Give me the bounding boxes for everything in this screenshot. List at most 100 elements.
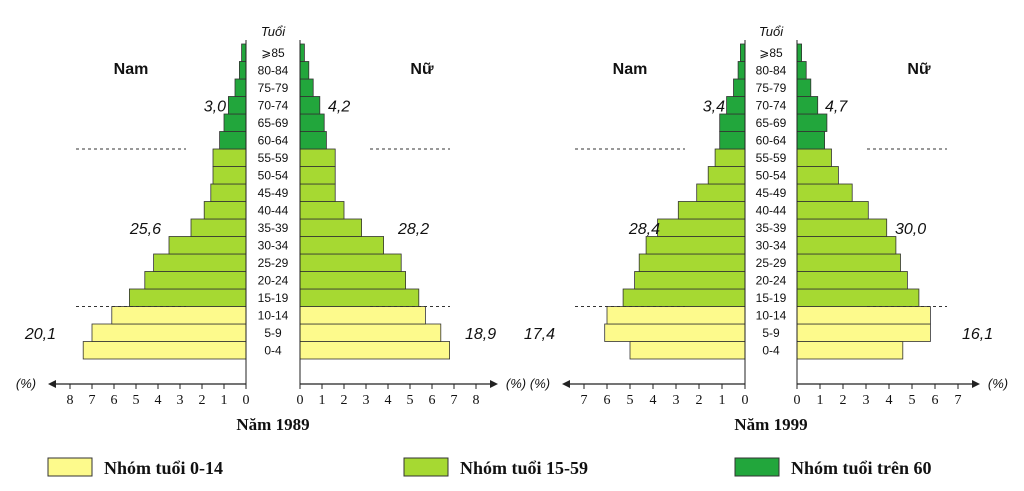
bar-male-25-29 — [153, 253, 247, 272]
bar-male-15-19 — [128, 288, 247, 307]
unit-label-right: (%) — [988, 376, 1008, 391]
bar-female-75-79 — [796, 78, 812, 97]
age-label-⩾85: ⩾85 — [261, 46, 285, 60]
age-label-⩾85: ⩾85 — [759, 46, 783, 60]
bar-male-35-39 — [657, 218, 746, 237]
tick-label-female-0: 0 — [794, 393, 801, 408]
bar-female-10-14 — [299, 306, 426, 325]
annotation-male-15-59: 25,6 — [129, 221, 161, 238]
bar-female-5-9 — [796, 323, 931, 342]
bar-male-80-84 — [238, 61, 247, 80]
legend: Nhóm tuổi 0-14 Nhóm tuổi 15-59 Nhóm tuổi t… — [47, 457, 932, 478]
tick-label-male-7: 7 — [89, 393, 96, 408]
tick-label-male-1: 1 — [719, 393, 726, 408]
bar-female-70-74 — [299, 96, 321, 115]
bar-female-10-14 — [796, 306, 931, 325]
pyramid-1999: 0-4 5-9 10-14 15-19 20-24 25-29 30-34 35-39 40-4… — [524, 24, 1008, 434]
tick-label-female-2: 2 — [341, 393, 348, 408]
tick-label-male-3: 3 — [673, 393, 680, 408]
bar-male-0-4 — [82, 341, 247, 360]
bar-male-25-29 — [638, 253, 746, 272]
annotation-female-60: 4,2 — [328, 99, 350, 116]
bar-male-5-9 — [604, 323, 746, 342]
bar-female-75-79 — [299, 78, 314, 97]
age-label-55-59: 55-59 — [756, 151, 787, 165]
age-label-20-24: 20-24 — [756, 274, 787, 288]
unit-label-left: (%) — [530, 376, 550, 391]
tick-label-female-1: 1 — [817, 393, 824, 408]
annotation-male-0-14: 17,4 — [524, 326, 555, 343]
tick-label-female-6: 6 — [932, 393, 939, 408]
tick-label-male-7: 7 — [581, 393, 588, 408]
tick-label-female-4: 4 — [886, 393, 893, 408]
bar-male-20-24 — [634, 271, 746, 290]
bar-male-50-54 — [707, 166, 746, 185]
bar-female-35-39 — [299, 218, 362, 237]
bar-male-40-44 — [677, 201, 746, 220]
tick-label-female-6: 6 — [429, 393, 436, 408]
age-label-75-79: 75-79 — [258, 81, 289, 95]
bar-female-30-34 — [796, 236, 897, 255]
age-label-60-64: 60-64 — [258, 134, 289, 148]
bar-female-80-84 — [796, 61, 807, 80]
age-label-60-64: 60-64 — [756, 134, 787, 148]
bar-male-45-49 — [210, 183, 247, 202]
tick-label-male-6: 6 — [604, 393, 611, 408]
tick-label-female-2: 2 — [840, 393, 847, 408]
tick-label-male-5: 5 — [133, 393, 140, 408]
bar-female-20-24 — [299, 271, 406, 290]
tick-label-male-0: 0 — [742, 393, 749, 408]
bar-male-75-79 — [234, 78, 247, 97]
age-label-65-69: 65-69 — [258, 116, 289, 130]
legend-label-3: Nhóm tuổi trên 60 — [791, 458, 932, 478]
age-axis-label: Tuổi — [261, 24, 286, 39]
bar-male-70-74 — [726, 96, 746, 115]
bar-male-65-69 — [719, 113, 746, 132]
age-label-5-9: 5-9 — [264, 326, 282, 340]
bar-female-⩾85 — [299, 43, 305, 62]
age-label-15-19: 15-19 — [258, 291, 289, 305]
bar-female-65-69 — [796, 113, 828, 132]
tick-label-male-3: 3 — [177, 393, 184, 408]
bar-female-70-74 — [796, 96, 819, 115]
age-label-20-24: 20-24 — [258, 274, 289, 288]
bar-female-60-64 — [299, 131, 327, 150]
bar-male-35-39 — [190, 218, 247, 237]
annotation-male-0-14: 20,1 — [24, 326, 56, 343]
age-label-35-39: 35-39 — [756, 221, 787, 235]
legend-swatch-2 — [403, 457, 449, 477]
pyramid-title: Năm 1989 — [236, 415, 309, 434]
age-label-55-59: 55-59 — [258, 151, 289, 165]
age-label-70-74: 70-74 — [756, 99, 787, 113]
male-label: Nam — [613, 61, 648, 78]
age-label-50-54: 50-54 — [756, 169, 787, 183]
bar-male-40-44 — [203, 201, 247, 220]
pyramid-title: Năm 1999 — [734, 415, 807, 434]
bar-male-15-19 — [622, 288, 746, 307]
bar-female-50-54 — [299, 166, 336, 185]
age-label-75-79: 75-79 — [756, 81, 787, 95]
age-label-80-84: 80-84 — [756, 64, 787, 78]
tick-label-female-1: 1 — [319, 393, 326, 408]
age-label-40-44: 40-44 — [258, 204, 289, 218]
age-label-40-44: 40-44 — [756, 204, 787, 218]
unit-label-right: (%) — [506, 376, 526, 391]
bar-female-65-69 — [299, 113, 325, 132]
bar-female-50-54 — [796, 166, 839, 185]
age-label-30-34: 30-34 — [258, 239, 289, 253]
bar-male-75-79 — [733, 78, 746, 97]
legend-swatch-3 — [734, 457, 780, 477]
x-axis-female-arrow — [490, 380, 498, 388]
bar-male-⩾85 — [241, 43, 247, 62]
bar-female-20-24 — [796, 271, 908, 290]
annotation-female-15-59: 30,0 — [895, 221, 926, 238]
bar-female-5-9 — [299, 323, 442, 342]
bar-male-30-34 — [645, 236, 746, 255]
bar-female-35-39 — [796, 218, 888, 237]
bar-male-55-59 — [714, 148, 746, 167]
age-label-15-19: 15-19 — [756, 291, 787, 305]
tick-label-female-7: 7 — [451, 393, 458, 408]
age-label-0-4: 0-4 — [762, 344, 780, 358]
annotation-male-15-59: 28,4 — [628, 221, 660, 238]
